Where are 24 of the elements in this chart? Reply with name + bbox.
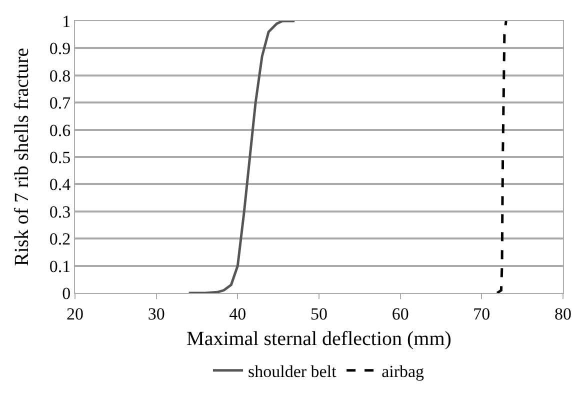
x-tick-label: 80 xyxy=(554,304,572,324)
line-series xyxy=(496,21,508,293)
x-tick-label: 60 xyxy=(392,304,409,324)
y-tick-label: 0.4 xyxy=(49,175,72,194)
legend-label: shoulder belt xyxy=(248,362,337,382)
y-tick-label: 1 xyxy=(62,12,71,31)
legend-label: airbag xyxy=(382,362,425,382)
y-tick-label: 0.1 xyxy=(49,256,71,276)
line-series xyxy=(188,21,296,293)
x-axis-title: Maximal sternal deflection (mm) xyxy=(186,328,452,350)
y-tick-label: 0 xyxy=(62,284,71,303)
y-tick-label: 0.3 xyxy=(49,202,71,222)
y-tick-label: 0.8 xyxy=(49,66,71,86)
y-axis-title: Risk of 7 rib shells fracture xyxy=(10,48,33,266)
y-tick-label: 0.9 xyxy=(49,39,71,58)
x-tick-label: 30 xyxy=(148,304,165,324)
x-tick-label: 20 xyxy=(66,304,84,324)
x-tick-label: 70 xyxy=(473,304,490,324)
y-tick-label: 0.6 xyxy=(49,120,71,140)
x-tick-label: 40 xyxy=(229,304,246,324)
y-tick-label: 0.7 xyxy=(49,94,72,113)
x-tick-label: 50 xyxy=(310,304,328,324)
y-tick-label: 0.2 xyxy=(49,230,71,249)
y-tick-label: 0.5 xyxy=(49,148,71,167)
